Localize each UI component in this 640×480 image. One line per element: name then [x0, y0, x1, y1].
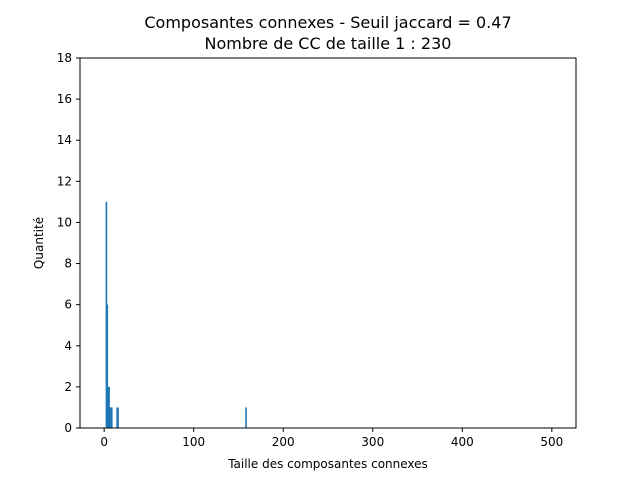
y-axis-label: Quantité: [32, 217, 46, 269]
chart-title-line-1: Composantes connexes - Seuil jaccard = 0…: [144, 13, 511, 32]
x-tick-label: 400: [451, 435, 474, 449]
bar-size-2: [105, 201, 108, 428]
x-tick-label: 200: [272, 435, 295, 449]
bar-size-15: [117, 407, 119, 428]
bar-size-158: [245, 407, 247, 428]
y-tick-label: 10: [57, 215, 72, 229]
y-tick-label: 12: [57, 174, 72, 188]
y-tick-label: 18: [57, 51, 72, 65]
bar-size-6: [109, 407, 111, 428]
y-tick-label: 4: [64, 339, 72, 353]
y-tick-label: 16: [57, 92, 72, 106]
bar-size-4: [107, 386, 109, 428]
bar-size-7: [110, 407, 112, 428]
y-tick-label: 8: [64, 257, 72, 271]
bar-size-8: [110, 407, 113, 428]
x-tick-label: 100: [182, 435, 205, 449]
y-tick-label: 14: [57, 133, 72, 147]
bar-size-14: [116, 407, 118, 428]
x-tick-label: 300: [361, 435, 384, 449]
bar-size-5: [108, 386, 110, 428]
y-axis-ticks: 0 2 4 6 8 10 12 14 16 18: [57, 51, 80, 435]
x-tick-label: 500: [540, 435, 563, 449]
y-tick-label: 2: [64, 380, 72, 394]
x-axis-ticks: 0 100 200 300 400 500: [100, 428, 563, 449]
chart-title-line-2: Nombre de CC de taille 1 : 230: [205, 34, 452, 53]
y-tick-label: 6: [64, 298, 72, 312]
bar-size-3: [106, 304, 109, 428]
x-tick-label: 0: [100, 435, 108, 449]
plot-frame: [79, 57, 577, 429]
bar-series: [105, 201, 247, 428]
y-tick-label: 0: [64, 421, 72, 435]
x-axis-label: Taille des composantes connexes: [227, 457, 428, 471]
